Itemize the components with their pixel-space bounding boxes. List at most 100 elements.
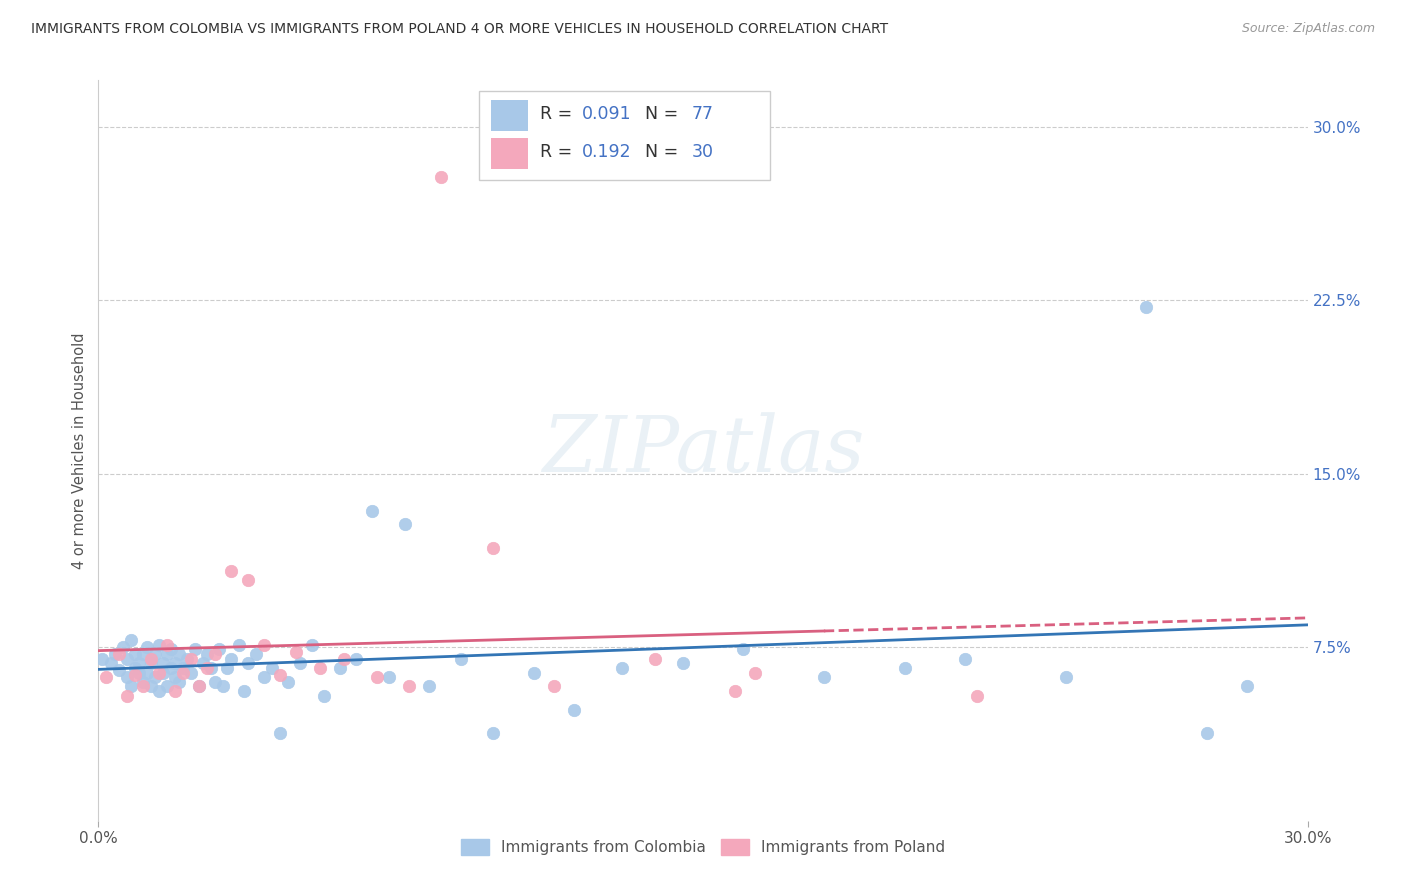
- Point: [139, 651, 162, 665]
- Text: 77: 77: [692, 104, 714, 122]
- Point: [193, 657, 215, 671]
- Point: [188, 680, 211, 694]
- Point: [523, 665, 546, 680]
- Text: N =: N =: [634, 143, 683, 161]
- Point: [180, 665, 202, 680]
- Point: [184, 642, 207, 657]
- Point: [107, 663, 129, 677]
- Point: [148, 638, 170, 652]
- Point: [163, 670, 186, 684]
- Point: [156, 680, 179, 694]
- Point: [91, 651, 114, 665]
- Point: [966, 689, 988, 703]
- Point: [115, 651, 138, 665]
- Point: [200, 661, 222, 675]
- Point: [139, 680, 162, 694]
- Point: [167, 647, 190, 661]
- Point: [160, 661, 183, 675]
- Text: ZIPatlas: ZIPatlas: [541, 412, 865, 489]
- Point: [188, 680, 211, 694]
- Point: [128, 665, 150, 680]
- Point: [309, 661, 332, 675]
- Point: [115, 689, 138, 703]
- Point: [1236, 680, 1258, 694]
- Point: [180, 651, 202, 665]
- Y-axis label: 4 or more Vehicles in Household: 4 or more Vehicles in Household: [72, 332, 87, 569]
- Point: [366, 670, 388, 684]
- Point: [204, 647, 226, 661]
- Point: [260, 661, 283, 675]
- Point: [128, 657, 150, 671]
- Legend: Immigrants from Colombia, Immigrants from Poland: Immigrants from Colombia, Immigrants fro…: [456, 833, 950, 861]
- Point: [418, 680, 440, 694]
- Point: [1054, 670, 1077, 684]
- Point: [167, 674, 190, 689]
- Point: [120, 680, 142, 694]
- Point: [120, 633, 142, 648]
- Point: [96, 670, 118, 684]
- Text: R =: R =: [540, 104, 578, 122]
- Point: [672, 657, 695, 671]
- Point: [132, 680, 155, 694]
- Point: [152, 665, 174, 680]
- Point: [813, 670, 835, 684]
- Point: [744, 665, 766, 680]
- Point: [163, 684, 186, 698]
- Point: [314, 689, 336, 703]
- Point: [195, 647, 218, 661]
- Bar: [492, 138, 527, 169]
- Point: [115, 670, 138, 684]
- Point: [156, 638, 179, 652]
- Point: [148, 665, 170, 680]
- Point: [152, 657, 174, 671]
- Point: [394, 517, 416, 532]
- Point: [139, 657, 162, 671]
- Point: [253, 638, 276, 652]
- Point: [253, 670, 276, 684]
- Point: [156, 647, 179, 661]
- Point: [236, 657, 259, 671]
- Point: [208, 642, 231, 657]
- Point: [132, 674, 155, 689]
- Point: [482, 541, 505, 555]
- Point: [148, 684, 170, 698]
- Text: IMMIGRANTS FROM COLOMBIA VS IMMIGRANTS FROM POLAND 4 OR MORE VEHICLES IN HOUSEHO: IMMIGRANTS FROM COLOMBIA VS IMMIGRANTS F…: [31, 22, 889, 37]
- Point: [893, 661, 915, 675]
- Point: [172, 661, 194, 675]
- Point: [160, 642, 183, 657]
- Point: [195, 661, 218, 675]
- Point: [132, 647, 155, 661]
- Point: [301, 638, 323, 652]
- Bar: [492, 100, 527, 130]
- Point: [284, 645, 307, 659]
- Point: [333, 651, 356, 665]
- Point: [204, 674, 226, 689]
- Point: [135, 665, 157, 680]
- Point: [212, 680, 235, 694]
- Point: [245, 647, 267, 661]
- Point: [450, 651, 472, 665]
- Text: Source: ZipAtlas.com: Source: ZipAtlas.com: [1241, 22, 1375, 36]
- Point: [644, 651, 666, 665]
- Point: [1195, 725, 1218, 739]
- Point: [124, 668, 146, 682]
- Point: [228, 638, 250, 652]
- Point: [143, 670, 166, 684]
- Point: [288, 657, 311, 671]
- Point: [163, 657, 186, 671]
- Point: [172, 665, 194, 680]
- Point: [543, 680, 565, 694]
- Point: [107, 647, 129, 661]
- Point: [733, 642, 755, 657]
- Point: [100, 657, 122, 671]
- Point: [124, 647, 146, 661]
- Text: R =: R =: [540, 143, 578, 161]
- Text: 0.091: 0.091: [582, 104, 631, 122]
- Point: [124, 661, 146, 675]
- Point: [724, 684, 747, 698]
- Text: 30: 30: [692, 143, 714, 161]
- Point: [221, 651, 243, 665]
- Point: [482, 725, 505, 739]
- Text: N =: N =: [634, 104, 683, 122]
- Point: [111, 640, 134, 654]
